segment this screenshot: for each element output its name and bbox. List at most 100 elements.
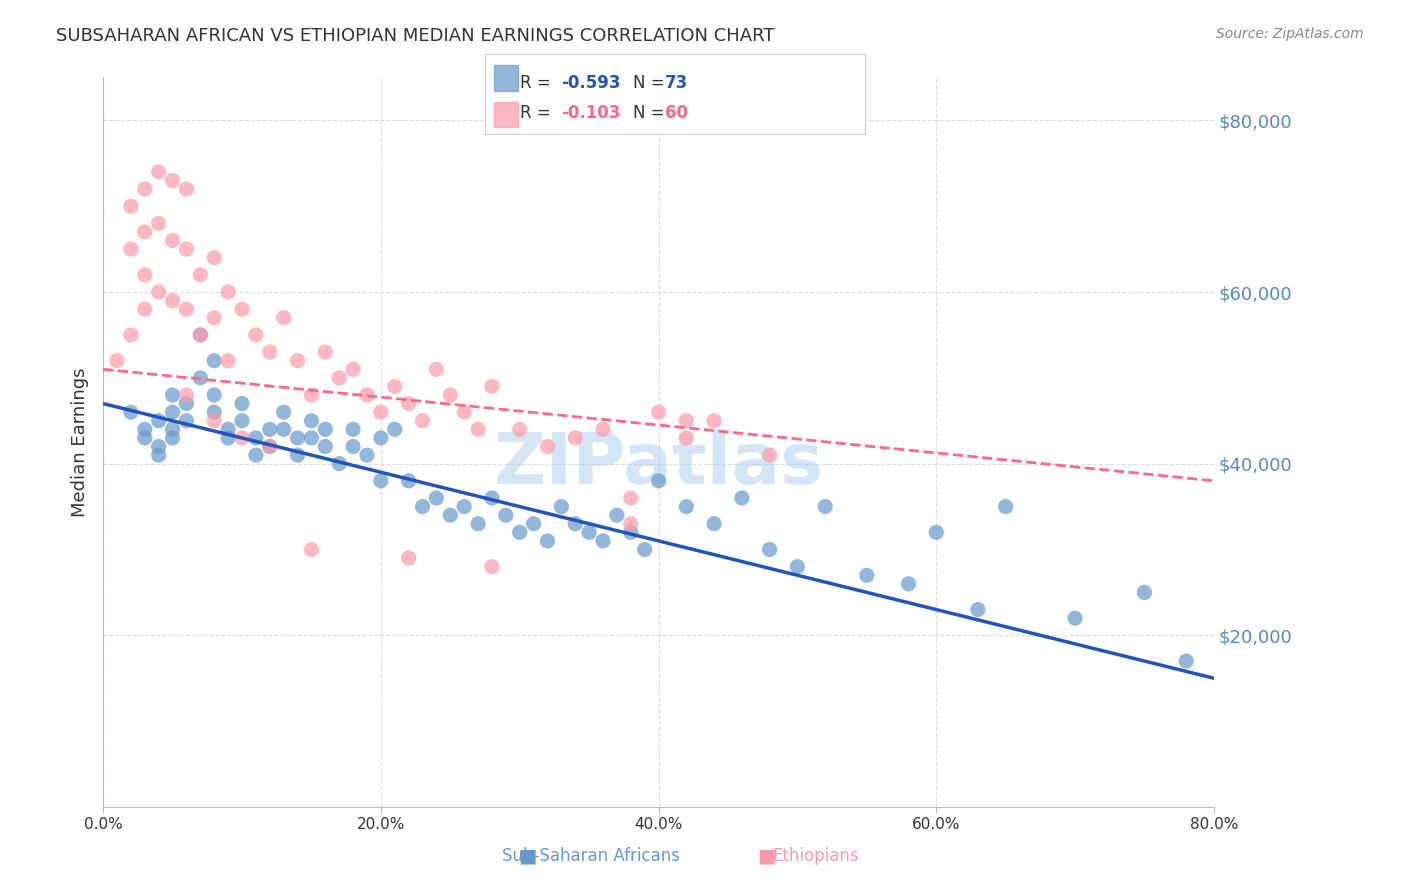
Text: 60: 60 (665, 104, 688, 122)
Point (148, 285, 170, 299)
Point (647, 474, 669, 488)
Point (967, 602, 990, 616)
Point (536, 440, 558, 454)
Point (370, 474, 392, 488)
Point (134, 422, 156, 436)
Point (148, 165, 170, 179)
Point (162, 388, 184, 402)
Text: N =: N = (633, 104, 669, 122)
Point (287, 353, 309, 368)
Point (592, 533, 614, 548)
Point (299, 388, 322, 402)
Point (856, 568, 879, 582)
Text: -0.103: -0.103 (561, 104, 620, 122)
Point (231, 414, 253, 428)
Point (217, 422, 239, 436)
Point (606, 508, 628, 523)
Text: Ethiopians: Ethiopians (772, 847, 859, 865)
Point (439, 388, 461, 402)
Point (453, 500, 475, 514)
Point (202, 388, 225, 402)
Point (162, 405, 184, 419)
Point (231, 302, 253, 317)
Point (703, 516, 725, 531)
Text: 73: 73 (665, 74, 689, 92)
Point (1175, 654, 1198, 668)
Point (231, 396, 253, 410)
Point (453, 405, 475, 419)
Text: ZIPatlas: ZIPatlas (494, 430, 824, 499)
Point (259, 440, 281, 454)
Point (578, 525, 600, 540)
Text: SUBSAHARAN AFRICAN VS ETHIOPIAN MEDIAN EARNINGS CORRELATION CHART: SUBSAHARAN AFRICAN VS ETHIOPIAN MEDIAN E… (56, 27, 775, 45)
Point (148, 440, 170, 454)
Point (467, 516, 489, 531)
Bar (494, 65, 519, 91)
Point (342, 362, 364, 376)
Point (188, 327, 211, 342)
Point (675, 500, 697, 514)
Point (176, 414, 198, 428)
Point (299, 542, 322, 557)
Point (188, 371, 211, 385)
Point (202, 251, 225, 265)
Bar (494, 102, 519, 128)
Point (342, 422, 364, 436)
Point (314, 440, 336, 454)
Point (411, 414, 433, 428)
Point (509, 422, 531, 436)
Point (439, 508, 461, 523)
Point (314, 422, 336, 436)
Point (176, 182, 198, 196)
Point (202, 414, 225, 428)
Point (550, 500, 572, 514)
Point (592, 422, 614, 436)
Point (245, 448, 267, 462)
Point (731, 491, 754, 505)
Point (634, 542, 657, 557)
Point (162, 431, 184, 445)
Point (105, 353, 128, 368)
Point (356, 388, 378, 402)
Point (148, 216, 170, 230)
Point (134, 268, 156, 282)
Point (120, 242, 142, 256)
Point (620, 491, 643, 505)
Point (897, 577, 920, 591)
Point (314, 345, 336, 359)
Text: -0.593: -0.593 (561, 74, 620, 92)
Point (273, 310, 295, 325)
Text: R =: R = (520, 74, 557, 92)
Point (1133, 585, 1156, 599)
Point (703, 414, 725, 428)
Point (620, 525, 643, 540)
Point (425, 362, 447, 376)
Point (647, 405, 669, 419)
Point (564, 431, 586, 445)
Point (134, 302, 156, 317)
Text: R =: R = (520, 104, 557, 122)
Point (202, 405, 225, 419)
Point (120, 199, 142, 213)
Point (620, 516, 643, 531)
Point (120, 405, 142, 419)
Point (328, 371, 350, 385)
Y-axis label: Median Earnings: Median Earnings (72, 368, 89, 517)
Point (481, 559, 503, 574)
Point (245, 431, 267, 445)
Point (1064, 611, 1087, 625)
Point (273, 405, 295, 419)
Point (994, 500, 1017, 514)
Point (536, 533, 558, 548)
Point (370, 431, 392, 445)
Point (925, 525, 948, 540)
Point (328, 457, 350, 471)
Point (384, 422, 406, 436)
Point (342, 440, 364, 454)
Point (176, 242, 198, 256)
Point (217, 285, 239, 299)
Point (356, 448, 378, 462)
Point (162, 422, 184, 436)
Point (398, 396, 420, 410)
Point (217, 431, 239, 445)
